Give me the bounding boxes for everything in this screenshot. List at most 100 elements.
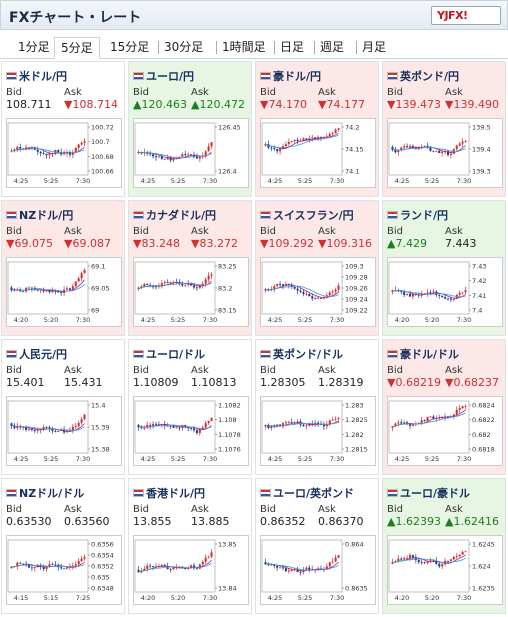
pair-name[interactable]: ユーロ/豪ドル bbox=[387, 485, 470, 501]
mini-chart[interactable]: 7.43 7.42 7.41 7.4 4:20 5:20 7:30 bbox=[387, 257, 503, 327]
pair-name[interactable]: NZドル/ドル bbox=[6, 485, 84, 501]
ask-label: Ask bbox=[191, 504, 209, 515]
candle-body bbox=[54, 431, 57, 432]
mini-chart[interactable]: 0.6824 0.6822 0.682 0.6818 4:25 5:25 7:30 bbox=[387, 396, 503, 466]
mini-chart[interactable]: 1.283 1.2825 1.282 1.2815 4:25 5:25 7:30 bbox=[260, 396, 376, 466]
bid-label: Bid bbox=[387, 87, 403, 98]
bid-price: 108.711 bbox=[6, 98, 52, 111]
mini-chart[interactable]: 1.1082 1.108 1.1078 1.1076 4:25 5:25 7:30 bbox=[133, 396, 249, 466]
candle-body bbox=[279, 424, 282, 427]
pair-name[interactable]: 英ポンド/円 bbox=[387, 68, 459, 84]
candle-body bbox=[325, 136, 328, 138]
pair-name[interactable]: カナダドル/円 bbox=[133, 207, 216, 223]
candle-body bbox=[65, 567, 69, 569]
x-tick-label: 7:30 bbox=[330, 455, 345, 463]
pair-label: NZドル/ドル bbox=[19, 487, 85, 500]
ask-price: 15.431 bbox=[64, 376, 103, 389]
mini-chart[interactable]: 83.25 83.2 83.15 4:25 5:25 7:30 bbox=[133, 257, 249, 327]
pair-tile[interactable]: 英ポンド/円 Bid Ask ▼139.473 ▼139.490 139.5 139.4 13… bbox=[382, 61, 506, 197]
pair-tile[interactable]: カナダドル/円 Bid Ask ▼83.248 ▼83.272 83.25 83.2 83.1… bbox=[128, 200, 252, 336]
pair-name[interactable]: 米ドル/円 bbox=[6, 68, 67, 84]
pair-name[interactable]: 英ポンド/ドル bbox=[260, 346, 343, 362]
mini-chart[interactable]: 0.864 0.8635 4:25 5:25 7:30 bbox=[260, 535, 376, 605]
pair-tile[interactable]: 豪ドル/円 Bid Ask ▼74.170 ▼74.177 74.2 74.15 74.1 4:… bbox=[255, 61, 379, 197]
tab-5[interactable]: 1時間足 bbox=[222, 40, 266, 54]
pair-name[interactable]: 香港ドル/円 bbox=[133, 485, 205, 501]
pair-tile[interactable]: 香港ドル/円 Bid Ask 13.855 13.885 13.85 13.84 4:20 5:… bbox=[128, 478, 252, 614]
mini-chart[interactable]: 69.1 69.05 69 4:20 5:20 7:30 bbox=[6, 257, 122, 327]
mini-chart[interactable]: 139.5 139.4 139.3 4:25 5:25 7:30 bbox=[387, 118, 503, 188]
pair-name[interactable]: 人民元/円 bbox=[6, 346, 67, 362]
candle-body bbox=[83, 141, 86, 143]
flag-icon bbox=[387, 350, 398, 358]
tab-1[interactable]: 1分足 bbox=[18, 40, 50, 54]
mini-chart[interactable]: 109.3 109.28 109.26 109.24 109.22 4:25 5:25 7:3… bbox=[260, 257, 376, 327]
page-title: FXチャート・レート bbox=[9, 10, 142, 26]
candle-body bbox=[411, 293, 414, 297]
yjfx-logo[interactable]: YJFX! bbox=[431, 6, 501, 25]
pair-tile[interactable]: 米ドル/円 Bid Ask 108.711 ▼108.714 100.72 100.7 100… bbox=[1, 61, 125, 197]
candle-body bbox=[299, 290, 302, 292]
pair-name[interactable]: ユーロ/円 bbox=[133, 68, 194, 84]
pair-tile[interactable]: 豪ドル/ドル Bid Ask ▼0.68219 ▼0.68237 0.6824 0.6822… bbox=[382, 339, 506, 475]
mini-chart[interactable]: 100.72 100.7 100.68 100.66 4:25 5:25 7:30 bbox=[6, 118, 122, 188]
y-tick-label: 74.1 bbox=[345, 168, 359, 176]
candle-body bbox=[400, 558, 403, 560]
candle-body bbox=[426, 145, 429, 147]
pair-tile[interactable]: 人民元/円 Bid Ask 15.401 15.431 15.4 15.39 15.38 4:2… bbox=[1, 339, 125, 475]
tab-3[interactable]: 15分足 bbox=[110, 40, 150, 54]
candle-body bbox=[166, 425, 169, 427]
flag-icon bbox=[6, 211, 17, 219]
mini-chart[interactable]: 0.6356 0.6354 0.6352 0.635 0.6348 4:15 5:15 7:2… bbox=[6, 535, 122, 605]
tab-6[interactable]: 日足 bbox=[280, 40, 305, 54]
pair-tile[interactable]: ユーロ/円 Bid Ask ▲120.463 ▲120.472 126.45 126.4 4:… bbox=[128, 61, 252, 197]
pair-tile[interactable]: ユーロ/英ポンド Bid Ask 0.86352 0.86370 0.864 0.8635 4… bbox=[255, 478, 379, 614]
candle-body bbox=[60, 152, 63, 155]
pair-name[interactable]: 豪ドル/円 bbox=[260, 68, 321, 84]
pair-tile[interactable]: スイスフラン/円 Bid Ask ▼109.292 ▼109.316 109.3 109.2… bbox=[255, 200, 379, 336]
candle-body bbox=[394, 149, 397, 153]
x-tick-label: 5:25 bbox=[44, 455, 59, 463]
candle-body bbox=[328, 292, 331, 296]
pair-name[interactable]: 豪ドル/ドル bbox=[387, 346, 459, 362]
pair-tile[interactable]: 英ポンド/ドル Bid Ask 1.28305 1.28319 1.283 1.2825 1.… bbox=[255, 339, 379, 475]
x-tick-label: 4:25 bbox=[268, 177, 283, 185]
mini-chart[interactable]: 126.45 126.4 4:25 5:25 7:30 bbox=[133, 118, 249, 188]
candle-body bbox=[411, 555, 414, 558]
mini-chart[interactable]: 13.85 13.84 4:20 5:20 7:30 bbox=[133, 535, 249, 605]
candle-body bbox=[461, 406, 464, 409]
pair-name[interactable]: スイスフラン/円 bbox=[260, 207, 354, 223]
candle-body bbox=[270, 425, 273, 429]
x-tick-label: 5:25 bbox=[298, 455, 313, 463]
pair-tile[interactable]: NZドル/ドル Bid Ask 0.63530 0.63560 0.6356 0.6354 0… bbox=[1, 478, 125, 614]
candle-body bbox=[322, 424, 325, 427]
x-tick-label: 7:30 bbox=[203, 594, 218, 602]
y-tick-label: 1.282 bbox=[345, 431, 364, 439]
pair-name[interactable]: ユーロ/英ポンド bbox=[260, 485, 354, 501]
candle-body bbox=[207, 146, 210, 152]
mini-chart[interactable]: 74.2 74.15 74.1 4:25 5:25 7:30 bbox=[260, 118, 376, 188]
candle-body bbox=[39, 151, 42, 154]
candle-body bbox=[311, 137, 314, 139]
tab-7[interactable]: 週足 bbox=[320, 40, 345, 54]
mini-chart[interactable]: 1.6245 1.624 1.6235 4:20 5:20 7:30 bbox=[387, 535, 503, 605]
candle-body bbox=[149, 153, 152, 155]
tab-2[interactable]: 5分足 bbox=[54, 37, 100, 59]
pair-tile[interactable]: ユーロ/ドル Bid Ask 1.10809 1.10813 1.1082 1.108 1.1… bbox=[128, 339, 252, 475]
y-tick-label: 15.39 bbox=[91, 424, 110, 432]
pair-name[interactable]: NZドル/円 bbox=[6, 207, 73, 223]
bid-label: Bid bbox=[133, 365, 149, 376]
tab-8[interactable]: 月足 bbox=[362, 40, 387, 54]
candle-body bbox=[42, 289, 45, 292]
pair-tile[interactable]: NZドル/円 Bid Ask ▼69.075 ▼69.087 69.1 69.05 69 4:2… bbox=[1, 200, 125, 336]
pair-name[interactable]: ユーロ/ドル bbox=[133, 346, 205, 362]
bid-price: ▼109.292 bbox=[260, 237, 314, 250]
pair-tile[interactable]: ユーロ/豪ドル Bid Ask ▲1.62393 ▲1.62416 1.6245 1.624… bbox=[382, 478, 506, 614]
pair-tile[interactable]: ランド/円 Bid Ask ▲7.429 7.443 7.43 7.42 7.41 7.4 4:2… bbox=[382, 200, 506, 336]
tab-4[interactable]: 30分足 bbox=[164, 40, 204, 54]
x-tick-label: 7:30 bbox=[457, 455, 472, 463]
pair-name[interactable]: ランド/円 bbox=[387, 207, 448, 223]
mini-chart[interactable]: 15.4 15.39 15.38 4:25 5:25 7:30 bbox=[6, 396, 122, 466]
y-tick-label: 0.6818 bbox=[472, 446, 495, 454]
x-tick-label: 4:25 bbox=[14, 177, 29, 185]
